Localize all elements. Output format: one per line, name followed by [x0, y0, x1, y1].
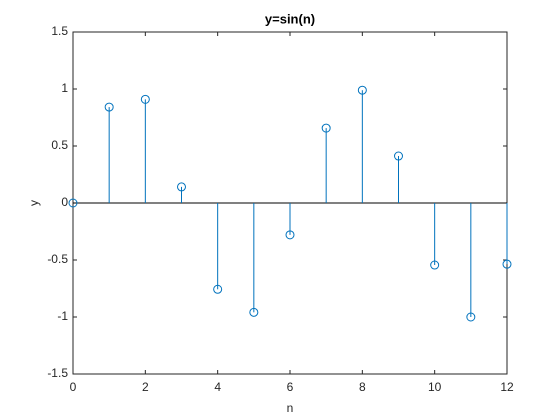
y-tick-label: 1	[61, 81, 68, 95]
x-tick-label: 8	[359, 380, 366, 394]
stem-marker	[68, 198, 78, 208]
y-tick-label: 0.5	[51, 138, 68, 152]
stem-marker	[394, 151, 403, 161]
x-axis-label: n	[287, 401, 294, 415]
y-tick-label: 0	[61, 195, 68, 209]
stem-marker	[177, 182, 186, 192]
x-tick-label: 0	[70, 380, 77, 394]
x-tick-label: 12	[500, 380, 514, 394]
stem-marker	[466, 312, 476, 322]
y-tick-label: -1.5	[47, 366, 68, 380]
stem-marker	[213, 284, 223, 294]
stem-marker	[285, 230, 295, 240]
stem-marker	[357, 85, 367, 95]
y-axis-label: y	[27, 200, 41, 206]
stem-marker	[249, 307, 259, 317]
x-tick-label: 10	[428, 380, 442, 394]
y-tick-label: -0.5	[47, 252, 68, 266]
stem-marker	[140, 94, 150, 104]
y-tick-label: -1	[57, 309, 68, 323]
x-tick-label: 6	[287, 380, 294, 394]
x-tick-label: 4	[214, 380, 221, 394]
stem-marker	[321, 123, 331, 133]
chart-title: y=sin(n)	[265, 11, 315, 26]
stem-marker	[430, 260, 440, 270]
stem-marker	[502, 259, 512, 269]
y-tick-label: 1.5	[51, 24, 68, 38]
x-tick-label: 2	[142, 380, 149, 394]
stem-marker	[104, 102, 114, 112]
